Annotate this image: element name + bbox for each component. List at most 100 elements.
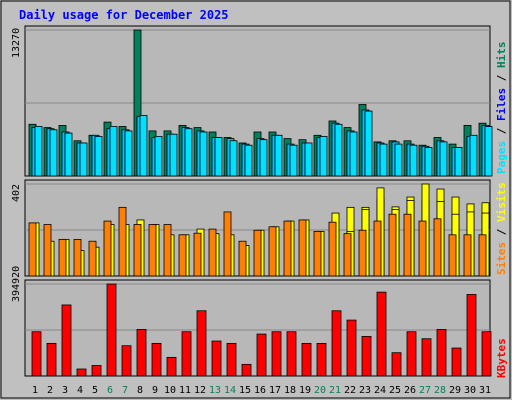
bar-sites-day-3: [58, 238, 67, 277]
bar-kbytes-day-2: [46, 342, 57, 377]
day-label-19: 19: [299, 385, 311, 396]
bar-pages-day-13: [214, 137, 223, 177]
bar-kbytes-day-30: [466, 294, 477, 377]
bar-sites-day-22: [343, 233, 352, 277]
day-label-28: 28: [434, 385, 446, 396]
bar-sites-day-6: [103, 220, 112, 277]
bar-pages-day-12: [199, 131, 208, 177]
bar-kbytes-day-11: [181, 331, 192, 377]
bar-sites-day-8: [133, 224, 142, 277]
bar-kbytes-day-22: [346, 319, 357, 377]
day-label-17: 17: [269, 385, 281, 396]
bar-pages-day-11: [184, 128, 193, 177]
bar-pages-day-16: [259, 139, 268, 177]
bar-sites-day-24: [373, 220, 382, 277]
day-label-16: 16: [254, 385, 266, 396]
bar-pages-day-4: [79, 142, 88, 177]
bar-kbytes-day-19: [301, 342, 312, 377]
bar-sites-day-26: [403, 213, 412, 277]
bar-sites-day-1: [28, 222, 37, 277]
day-label-27: 27: [419, 385, 431, 396]
bar-kbytes-day-7: [121, 345, 132, 377]
bar-sites-day-9: [148, 224, 157, 277]
bar-pages-day-5: [94, 135, 103, 177]
day-label-15: 15: [239, 385, 251, 396]
day-label-10: 10: [164, 385, 176, 396]
day-label-13: 13: [209, 385, 221, 396]
bar-kbytes-day-6: [106, 283, 117, 377]
bar-pages-day-3: [64, 132, 73, 177]
bar-kbytes-day-8: [136, 329, 147, 377]
bar-kbytes-day-1: [31, 331, 42, 377]
legend-pages: Pages: [495, 141, 508, 174]
day-label-29: 29: [449, 385, 461, 396]
day-label-9: 9: [152, 385, 158, 396]
bar-kbytes-day-12: [196, 310, 207, 377]
bar-sites-day-19: [298, 219, 307, 277]
bar-pages-day-1: [34, 126, 43, 177]
bar-pages-day-8: [139, 115, 148, 177]
day-label-31: 31: [479, 385, 491, 396]
bar-pages-day-14: [229, 140, 238, 177]
legend-files: Files: [495, 88, 508, 121]
bar-pages-day-18: [289, 144, 298, 177]
bar-sites-day-29: [448, 234, 457, 277]
day-label-14: 14: [224, 385, 236, 396]
bar-pages-day-2: [49, 129, 58, 177]
legend-hits: Hits: [495, 42, 508, 69]
day-label-7: 7: [122, 385, 128, 396]
bar-pages-day-9: [154, 135, 163, 177]
bar-kbytes-day-23: [361, 335, 372, 377]
legend-sites: Sites: [495, 242, 508, 275]
bar-sites-day-5: [88, 240, 97, 277]
legend-top: Pages / Files / Hits: [495, 42, 508, 175]
bar-kbytes-day-31: [481, 331, 492, 377]
bar-kbytes-day-16: [256, 333, 267, 377]
bar-pages-day-6: [109, 126, 118, 177]
y-max-label: 402: [11, 184, 22, 202]
legend-sep-3: /: [495, 222, 508, 242]
bar-pages-day-20: [319, 135, 328, 177]
day-label-30: 30: [464, 385, 476, 396]
y-max-label: 13270: [11, 28, 22, 58]
bar-pages-day-19: [304, 142, 313, 177]
day-label-21: 21: [329, 385, 341, 396]
bar-pages-day-7: [124, 130, 133, 177]
bar-pages-day-26: [409, 144, 418, 177]
day-label-24: 24: [374, 385, 386, 396]
bar-pages-day-28: [439, 141, 448, 177]
bar-kbytes-day-20: [316, 342, 327, 377]
bar-kbytes-day-4: [76, 368, 87, 377]
chart-title: Daily usage for December 2025: [19, 8, 229, 22]
bar-kbytes-day-27: [421, 338, 432, 377]
bar-sites-day-31: [478, 234, 487, 277]
bar-sites-day-20: [313, 230, 322, 277]
bar-sites-day-28: [433, 218, 442, 277]
bar-sites-day-4: [73, 238, 82, 277]
bar-kbytes-day-29: [451, 347, 462, 377]
bar-sites-day-13: [208, 228, 217, 277]
bar-kbytes-day-24: [376, 291, 387, 377]
bar-sites-day-30: [463, 234, 472, 277]
day-label-22: 22: [344, 385, 356, 396]
bar-kbytes-day-5: [91, 365, 102, 377]
day-label-5: 5: [92, 385, 98, 396]
bar-sites-day-7: [118, 206, 127, 277]
bar-pages-day-23: [364, 110, 373, 177]
bar-kbytes-day-3: [61, 304, 72, 377]
bar-kbytes-day-18: [286, 331, 297, 377]
legend-kbytes: KBytes: [495, 338, 508, 378]
day-label-12: 12: [194, 385, 206, 396]
y-max-label: 394920: [11, 266, 22, 302]
bar-sites-day-16: [253, 229, 262, 277]
bar-kbytes-day-13: [211, 340, 222, 377]
bar-pages-day-25: [394, 143, 403, 177]
day-label-8: 8: [137, 385, 143, 396]
panel-3: 394920: [11, 266, 492, 377]
bar-sites-day-15: [238, 240, 247, 277]
bar-sites-day-12: [193, 232, 202, 277]
day-label-20: 20: [314, 385, 326, 396]
bar-pages-day-10: [169, 133, 178, 177]
day-label-3: 3: [62, 385, 68, 396]
day-label-6: 6: [107, 385, 113, 396]
